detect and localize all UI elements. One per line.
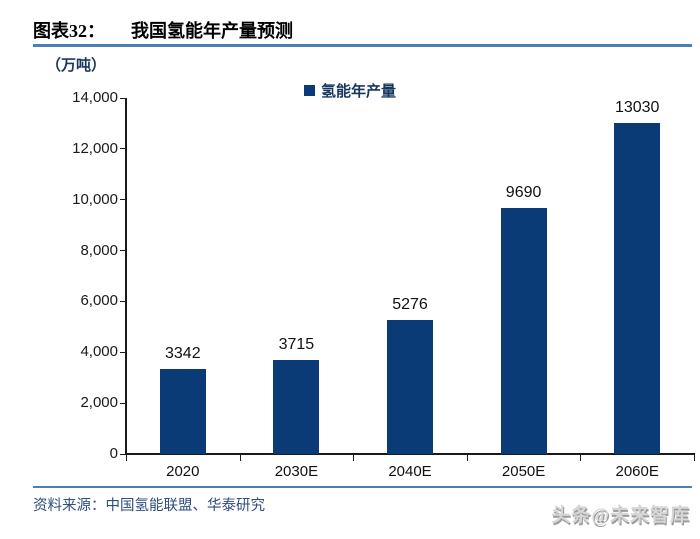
x-axis-line <box>125 453 695 455</box>
bar-value-label: 5276 <box>392 295 428 313</box>
y-axis-tick <box>120 97 126 99</box>
y-axis-tick <box>120 199 126 201</box>
y-axis-line <box>125 98 127 455</box>
x-category-label: 2040E <box>388 463 432 480</box>
x-category-label: 2050E <box>501 463 546 480</box>
y-axis-tick-label: 0 <box>109 445 118 462</box>
figure-title: 我国氢能年产量预测 <box>131 21 293 41</box>
bar-2040E <box>387 319 433 454</box>
title-divider-rule <box>33 44 692 47</box>
bar-2030E <box>273 359 320 454</box>
legend-swatch-icon <box>303 85 315 96</box>
y-axis-tick-label: 2,000 <box>80 394 118 412</box>
y-axis-tick-label: 12,000 <box>72 139 118 157</box>
y-axis-tick-label: 4,000 <box>80 343 118 361</box>
bar-2060E <box>614 122 661 454</box>
y-axis-tick <box>120 351 126 353</box>
bar-value-label: 3715 <box>278 335 315 353</box>
x-category-label: 2020 <box>166 463 200 480</box>
bar-2050E <box>500 207 547 454</box>
bar-value-label: 9690 <box>505 183 542 201</box>
y-axis-tick-label: 14,000 <box>72 89 118 106</box>
bar-value-label: 13030 <box>614 98 660 116</box>
bar-value-label: 3342 <box>165 345 201 363</box>
x-axis-tick <box>239 455 241 461</box>
x-axis-tick <box>353 455 355 461</box>
x-axis-tick <box>466 455 468 461</box>
y-axis-tick-label: 6,000 <box>80 292 118 310</box>
y-axis-tick <box>120 453 126 455</box>
y-axis-tick <box>120 148 126 150</box>
y-axis-tick <box>120 250 126 252</box>
y-axis-unit-label: （万吨） <box>46 58 107 74</box>
x-axis-tick <box>126 455 127 461</box>
x-axis-tick <box>580 455 582 461</box>
source-note: 资料来源：中国氢能联盟、华泰研究 <box>33 498 265 514</box>
bar-2020 <box>159 369 206 454</box>
figure-title-row: 图表32： 我国氢能年产量预测 <box>33 17 692 43</box>
x-axis-tick <box>694 455 695 461</box>
x-category-label: 2060E <box>615 463 659 480</box>
x-category-label: 2030E <box>274 463 319 480</box>
chart-legend: 氢能年产量 <box>0 80 700 101</box>
footer-divider-rule <box>33 486 692 488</box>
legend-series-label: 氢能年产量 <box>320 84 396 100</box>
y-axis-tick-label: 8,000 <box>80 241 118 259</box>
watermark-text: 头条@未来智库 <box>551 505 690 526</box>
y-axis-tick <box>120 402 126 404</box>
y-axis-tick <box>120 300 126 302</box>
y-axis-tick-label: 10,000 <box>72 190 118 208</box>
figure-number-label: 图表32： <box>33 21 105 41</box>
